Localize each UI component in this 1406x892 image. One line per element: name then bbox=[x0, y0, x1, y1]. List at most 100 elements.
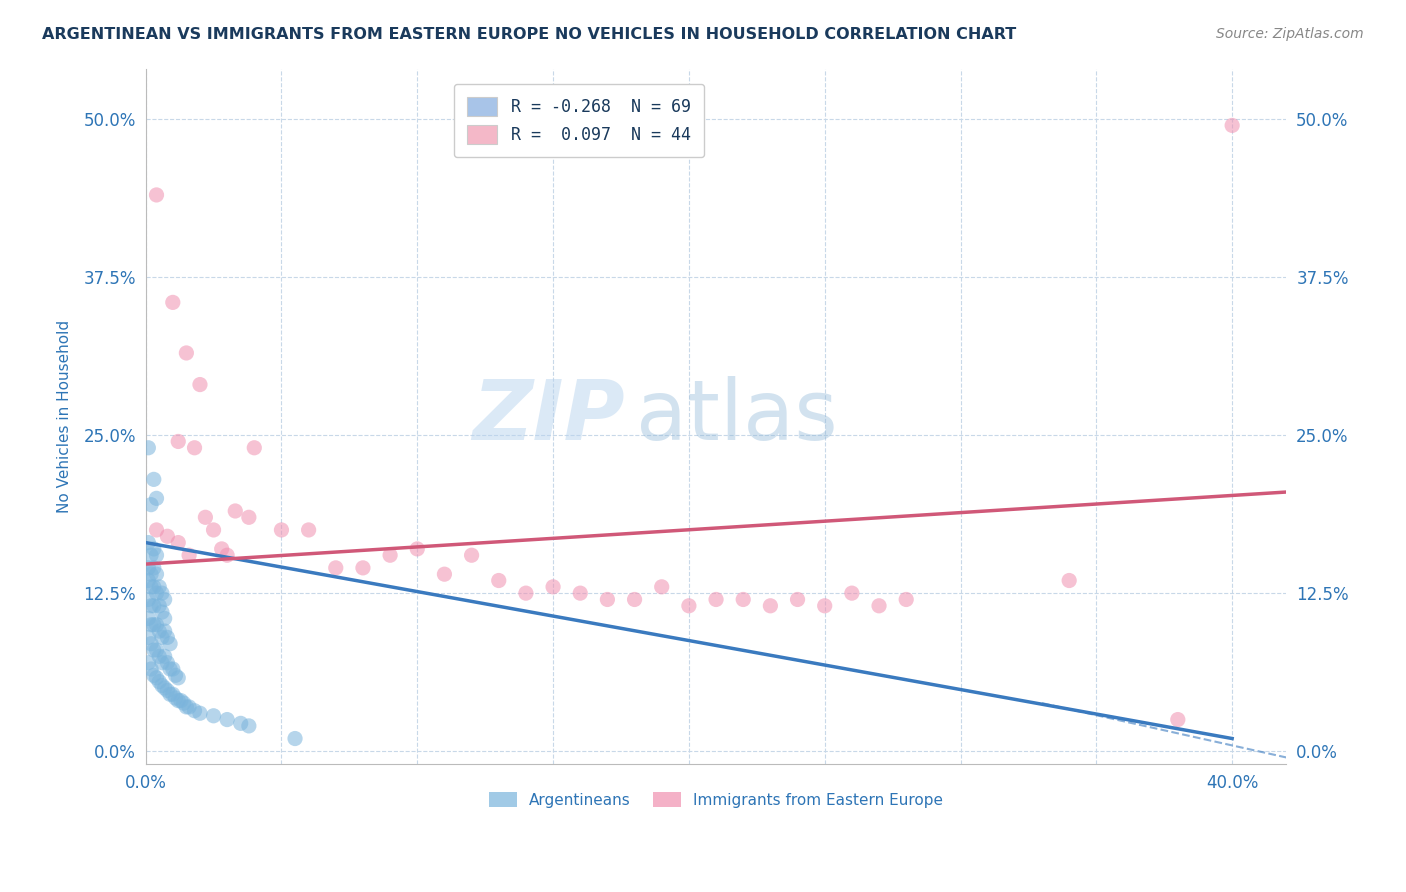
Point bbox=[148, 599, 170, 613]
Point bbox=[142, 643, 165, 657]
Point bbox=[142, 580, 165, 594]
Point bbox=[678, 599, 700, 613]
Point bbox=[159, 687, 181, 701]
Point bbox=[378, 548, 401, 562]
Point bbox=[142, 599, 165, 613]
Point bbox=[162, 295, 184, 310]
Point bbox=[541, 580, 564, 594]
Point bbox=[162, 687, 184, 701]
Point bbox=[159, 662, 181, 676]
Point bbox=[138, 592, 160, 607]
Point bbox=[145, 548, 167, 562]
Point bbox=[170, 693, 193, 707]
Point bbox=[211, 541, 233, 556]
Point bbox=[243, 441, 266, 455]
Point bbox=[814, 599, 837, 613]
Point bbox=[139, 548, 162, 562]
Point bbox=[142, 541, 165, 556]
Point bbox=[238, 719, 260, 733]
Point bbox=[352, 561, 374, 575]
Point bbox=[183, 704, 205, 718]
Point bbox=[150, 631, 173, 645]
Y-axis label: No Vehicles in Household: No Vehicles in Household bbox=[58, 319, 72, 513]
Point bbox=[145, 523, 167, 537]
Point bbox=[177, 548, 200, 562]
Point bbox=[139, 580, 162, 594]
Point bbox=[138, 574, 160, 588]
Point bbox=[176, 346, 198, 360]
Point bbox=[188, 377, 211, 392]
Point bbox=[202, 708, 225, 723]
Point bbox=[159, 637, 181, 651]
Point bbox=[165, 691, 187, 706]
Point bbox=[156, 529, 179, 543]
Point bbox=[270, 523, 292, 537]
Point bbox=[145, 491, 167, 506]
Point bbox=[139, 662, 162, 676]
Point bbox=[433, 567, 456, 582]
Text: ARGENTINEAN VS IMMIGRANTS FROM EASTERN EUROPE NO VEHICLES IN HOUSEHOLD CORRELATI: ARGENTINEAN VS IMMIGRANTS FROM EASTERN E… bbox=[42, 27, 1017, 42]
Point bbox=[1167, 713, 1189, 727]
Point bbox=[176, 700, 198, 714]
Point bbox=[139, 498, 162, 512]
Point bbox=[515, 586, 537, 600]
Point bbox=[297, 523, 319, 537]
Point bbox=[704, 592, 727, 607]
Point bbox=[145, 567, 167, 582]
Text: ZIP: ZIP bbox=[472, 376, 624, 457]
Point bbox=[167, 535, 190, 549]
Point bbox=[145, 643, 167, 657]
Point bbox=[173, 696, 195, 710]
Point bbox=[145, 586, 167, 600]
Point bbox=[138, 656, 160, 670]
Point bbox=[153, 611, 176, 625]
Point bbox=[150, 586, 173, 600]
Point bbox=[142, 561, 165, 575]
Point bbox=[759, 599, 782, 613]
Point bbox=[150, 605, 173, 619]
Point bbox=[165, 668, 187, 682]
Point bbox=[651, 580, 673, 594]
Point bbox=[142, 617, 165, 632]
Point bbox=[138, 561, 160, 575]
Point bbox=[138, 441, 160, 455]
Point bbox=[167, 434, 190, 449]
Point bbox=[177, 700, 200, 714]
Point bbox=[139, 617, 162, 632]
Text: Source: ZipAtlas.com: Source: ZipAtlas.com bbox=[1216, 27, 1364, 41]
Point bbox=[596, 592, 619, 607]
Point bbox=[138, 631, 160, 645]
Point bbox=[156, 683, 179, 698]
Point bbox=[786, 592, 808, 607]
Point bbox=[183, 441, 205, 455]
Point bbox=[162, 662, 184, 676]
Point bbox=[153, 681, 176, 695]
Point bbox=[153, 624, 176, 638]
Point bbox=[217, 713, 239, 727]
Point bbox=[896, 592, 918, 607]
Point bbox=[623, 592, 645, 607]
Point bbox=[229, 716, 252, 731]
Point bbox=[194, 510, 217, 524]
Point bbox=[488, 574, 510, 588]
Point bbox=[145, 188, 167, 202]
Point bbox=[460, 548, 482, 562]
Point bbox=[153, 649, 176, 664]
Point bbox=[156, 656, 179, 670]
Point bbox=[139, 567, 162, 582]
Point bbox=[224, 504, 246, 518]
Point bbox=[217, 548, 239, 562]
Point bbox=[406, 541, 429, 556]
Point bbox=[139, 599, 162, 613]
Point bbox=[138, 611, 160, 625]
Point bbox=[202, 523, 225, 537]
Point bbox=[153, 592, 176, 607]
Point bbox=[238, 510, 260, 524]
Point bbox=[148, 674, 170, 689]
Point bbox=[1057, 574, 1080, 588]
Point bbox=[167, 671, 190, 685]
Point bbox=[148, 624, 170, 638]
Point bbox=[325, 561, 347, 575]
Point bbox=[868, 599, 890, 613]
Point bbox=[138, 535, 160, 549]
